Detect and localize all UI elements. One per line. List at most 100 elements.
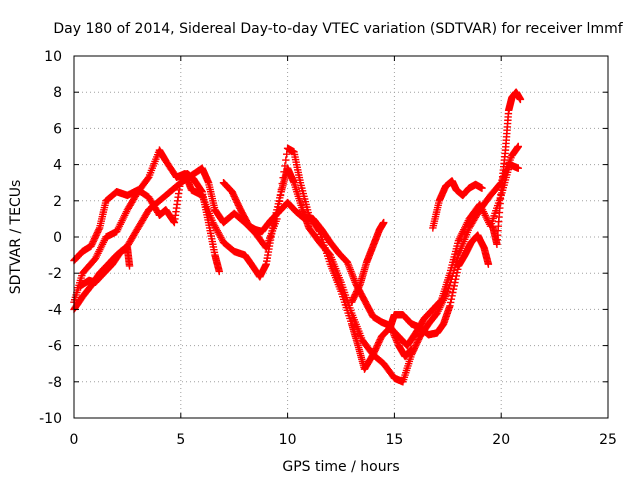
data-point bbox=[319, 238, 327, 247]
y-tick-label: 6 bbox=[53, 121, 62, 137]
axis-ticks bbox=[73, 55, 609, 419]
chart-title: Day 180 of 2014, Sidereal Day-to-day VTE… bbox=[53, 21, 623, 37]
y-axis-label: SDTVAR / TECUs bbox=[8, 180, 24, 295]
data-point bbox=[343, 306, 351, 315]
data-point bbox=[301, 198, 310, 206]
data-point bbox=[452, 245, 461, 253]
data-point bbox=[446, 269, 454, 277]
data-point bbox=[514, 164, 522, 172]
data-point bbox=[339, 295, 348, 304]
data-series bbox=[70, 88, 525, 386]
data-point bbox=[275, 197, 284, 205]
data-point bbox=[325, 257, 334, 266]
x-tick-label: 0 bbox=[70, 432, 79, 448]
x-axis-label: GPS time / hours bbox=[282, 459, 399, 475]
series-4 bbox=[76, 244, 134, 290]
data-point bbox=[450, 253, 458, 261]
data-point bbox=[300, 192, 308, 200]
data-point bbox=[321, 244, 329, 252]
y-tick-label: -8 bbox=[48, 375, 62, 391]
data-point bbox=[298, 187, 307, 195]
y-tick-label: 4 bbox=[53, 158, 62, 174]
data-point bbox=[346, 314, 354, 323]
data-point bbox=[197, 186, 206, 195]
series-2 bbox=[70, 144, 522, 373]
data-point bbox=[339, 293, 347, 301]
data-point bbox=[446, 266, 455, 275]
data-point bbox=[296, 179, 305, 187]
data-point bbox=[281, 162, 289, 170]
data-point bbox=[318, 236, 327, 244]
data-point bbox=[276, 191, 285, 200]
data-point bbox=[449, 255, 458, 264]
data-point bbox=[125, 262, 134, 270]
data-point bbox=[345, 312, 353, 320]
data-point bbox=[449, 288, 457, 297]
x-tick-label: 20 bbox=[492, 432, 510, 448]
series-3 bbox=[70, 169, 223, 276]
x-tick-label: 5 bbox=[176, 432, 185, 448]
series-8 bbox=[429, 177, 486, 232]
data-point bbox=[449, 258, 457, 267]
tick-labels: 0 5 10 15 20 25 -10 -8 -6 -4 -2 0 2 4 6 8 10 bbox=[39, 49, 617, 448]
data-point bbox=[447, 295, 456, 303]
series-9 bbox=[488, 88, 525, 248]
data-point bbox=[449, 285, 458, 293]
data-point bbox=[454, 265, 462, 273]
data-point bbox=[448, 292, 456, 300]
data-point bbox=[484, 260, 493, 268]
series-7 bbox=[386, 231, 493, 339]
data-point bbox=[446, 298, 455, 307]
grid-lines bbox=[74, 56, 608, 418]
data-point bbox=[380, 218, 388, 227]
data-point bbox=[320, 241, 328, 249]
y-tick-label: -6 bbox=[48, 339, 62, 355]
data-point bbox=[279, 174, 287, 182]
data-point bbox=[344, 309, 352, 317]
data-point bbox=[478, 184, 486, 192]
data-point bbox=[303, 203, 311, 211]
data-point bbox=[454, 239, 462, 248]
data-point bbox=[347, 317, 355, 325]
data-point bbox=[514, 142, 522, 151]
y-tick-label: 0 bbox=[53, 230, 62, 246]
data-point bbox=[300, 195, 309, 203]
data-point bbox=[453, 242, 461, 250]
x-tick-label: 10 bbox=[279, 432, 297, 448]
data-point bbox=[278, 179, 286, 188]
data-point bbox=[297, 181, 305, 190]
data-point bbox=[299, 189, 307, 198]
data-point bbox=[342, 303, 351, 312]
data-point bbox=[277, 185, 286, 194]
data-point bbox=[324, 255, 333, 263]
data-point bbox=[298, 184, 306, 192]
data-point bbox=[302, 200, 310, 209]
data-point bbox=[450, 282, 458, 290]
data-point bbox=[303, 206, 312, 214]
y-tick-label: 8 bbox=[53, 85, 62, 101]
data-point bbox=[283, 150, 291, 158]
data-point bbox=[407, 345, 416, 353]
data-point bbox=[451, 250, 459, 258]
data-point bbox=[304, 208, 312, 217]
data-point bbox=[215, 267, 223, 276]
x-tick-label: 25 bbox=[599, 432, 617, 448]
y-tick-label: 10 bbox=[44, 49, 62, 65]
data-point bbox=[338, 290, 346, 298]
data-point bbox=[282, 156, 290, 164]
data-point bbox=[453, 268, 461, 277]
data-point bbox=[451, 278, 459, 287]
x-tick-label: 15 bbox=[385, 432, 403, 448]
data-point bbox=[337, 287, 345, 295]
data-point bbox=[452, 272, 461, 280]
y-tick-label: -4 bbox=[48, 302, 62, 318]
data-point bbox=[323, 249, 331, 257]
data-point bbox=[340, 298, 349, 306]
y-tick-label: -2 bbox=[48, 266, 62, 282]
data-point bbox=[451, 247, 460, 256]
data-point bbox=[341, 301, 350, 309]
y-tick-label: -10 bbox=[39, 411, 62, 427]
data-point bbox=[451, 275, 460, 283]
data-point bbox=[448, 261, 456, 269]
